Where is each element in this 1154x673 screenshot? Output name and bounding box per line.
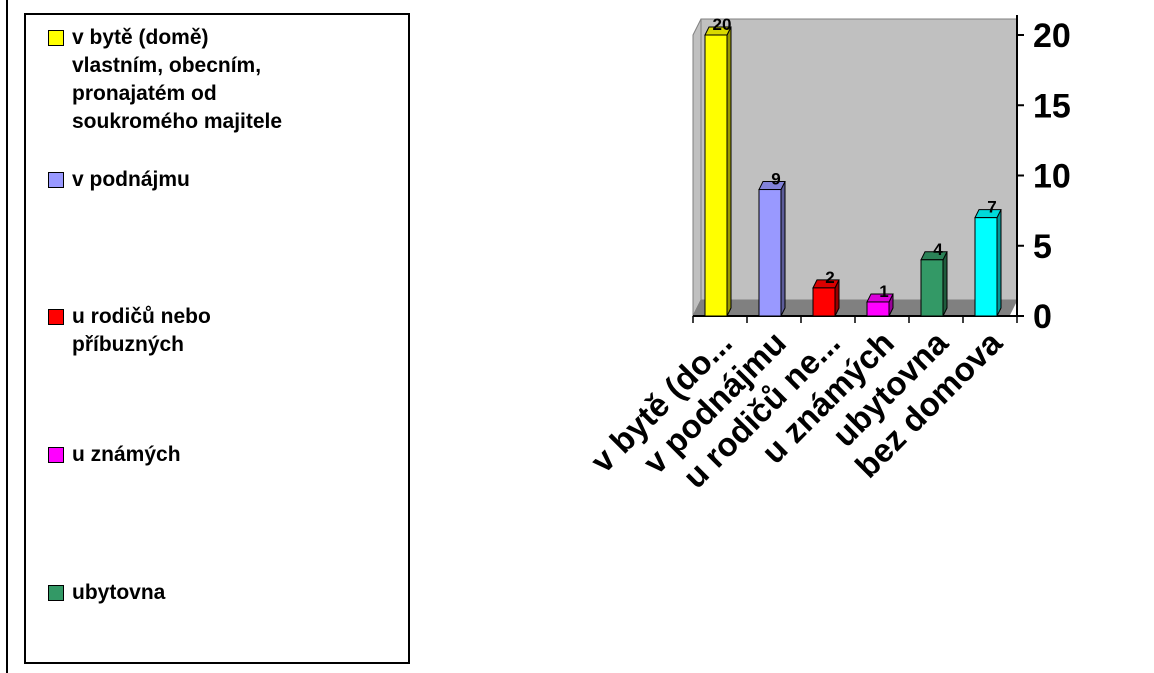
bar-data-label: 2	[825, 268, 834, 287]
legend-swatch-byt	[48, 30, 64, 46]
legend-swatch-podnajem	[48, 172, 64, 188]
chart-side-wall	[692, 18, 702, 317]
y-tick-label: 5	[1033, 228, 1052, 266]
bar	[758, 189, 782, 317]
bar	[704, 34, 728, 317]
left-border-line	[6, 0, 8, 673]
y-tick-label: 15	[1033, 87, 1071, 125]
bar-data-label: 4	[933, 240, 943, 259]
bar-side	[726, 26, 732, 317]
legend-label-byt: v bytě (domě) vlastním, obecním, pronaja…	[72, 26, 283, 133]
legend-label-podnajem: v podnájmu	[72, 168, 190, 191]
bar-side	[942, 251, 948, 317]
legend-swatch-znami	[48, 447, 64, 463]
chart-floor	[692, 299, 1018, 317]
bar-data-label: 7	[987, 198, 996, 217]
bar	[866, 301, 890, 317]
y-tick-label: 10	[1033, 158, 1071, 196]
y-tick-label: 20	[1033, 17, 1071, 55]
chart-back-wall	[700, 18, 1018, 301]
bar-data-label: 20	[713, 15, 732, 34]
legend-swatch-ubytovna	[48, 585, 64, 601]
legend-label-znami: u známých	[72, 443, 181, 466]
bar	[812, 287, 836, 317]
legend-label-rodice: u rodičů nebo příbuzných	[72, 305, 211, 356]
legend-swatch-rodice	[48, 309, 64, 325]
bar	[974, 217, 998, 317]
bar	[920, 259, 944, 317]
bar-data-label: 1	[879, 282, 888, 301]
bar-side	[780, 181, 786, 317]
bar-data-label: 9	[771, 170, 780, 189]
bar-side	[996, 209, 1002, 317]
legend-box: v bytě (domě) vlastním, obecním, pronaja…	[24, 13, 410, 664]
legend-label-ubytovna: ubytovna	[72, 581, 166, 604]
y-tick-label: 0	[1033, 298, 1052, 336]
